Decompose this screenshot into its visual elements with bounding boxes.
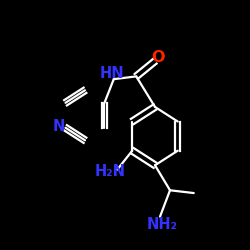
Text: HN: HN [100, 66, 124, 80]
Text: O: O [151, 50, 165, 65]
Text: NH₂: NH₂ [146, 217, 178, 232]
Text: N: N [52, 119, 65, 134]
Text: H₂N: H₂N [94, 164, 125, 179]
